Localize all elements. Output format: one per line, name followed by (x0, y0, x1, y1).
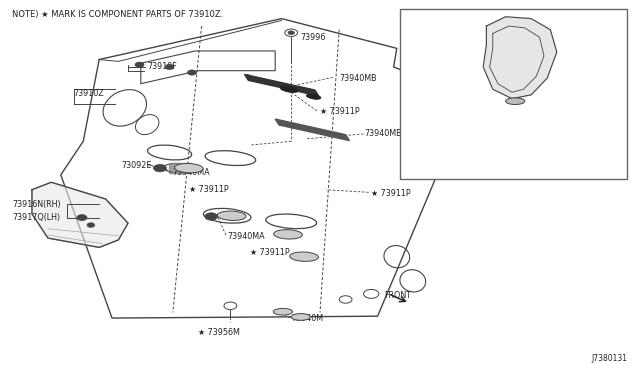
Ellipse shape (290, 252, 318, 262)
Bar (400, 9, 627, 179)
Circle shape (205, 213, 218, 220)
Text: (76914P(LH)): (76914P(LH)) (518, 45, 571, 54)
Text: 73910F: 73910F (147, 62, 177, 71)
Text: ★ 73911P: ★ 73911P (320, 107, 360, 116)
Text: J7380131: J7380131 (591, 354, 627, 363)
Ellipse shape (273, 308, 292, 315)
Circle shape (364, 289, 379, 298)
Circle shape (454, 52, 470, 61)
Text: 73940MA: 73940MA (173, 169, 211, 177)
Text: FRONT: FRONT (384, 291, 411, 300)
Circle shape (87, 223, 95, 227)
Ellipse shape (274, 230, 302, 239)
Text: 73092E: 73092E (122, 161, 152, 170)
Text: NOTE) ★ MARK IS COMPONENT PARTS OF 73910Z.: NOTE) ★ MARK IS COMPONENT PARTS OF 73910… (12, 10, 223, 19)
Text: ★ 73911P: ★ 73911P (189, 185, 228, 194)
Circle shape (457, 54, 467, 60)
Text: ★ 73956M: ★ 73956M (198, 328, 240, 337)
Circle shape (467, 61, 474, 65)
Ellipse shape (291, 314, 310, 320)
Text: 73910Z: 73910Z (74, 89, 104, 97)
Text: ★ 73911P: ★ 73911P (250, 248, 289, 257)
Ellipse shape (218, 211, 246, 221)
Text: ★ 73911P: ★ 73911P (371, 189, 411, 198)
Text: 73940MC: 73940MC (406, 115, 444, 124)
Ellipse shape (175, 163, 203, 173)
Circle shape (339, 296, 352, 303)
Text: 73940MA: 73940MA (227, 232, 265, 241)
Polygon shape (275, 119, 349, 141)
Text: 73916N(RH): 73916N(RH) (13, 200, 61, 209)
Ellipse shape (307, 94, 321, 99)
Ellipse shape (280, 86, 298, 93)
Circle shape (224, 302, 237, 310)
Polygon shape (483, 17, 557, 99)
Text: 73940MB: 73940MB (339, 74, 377, 83)
Text: 73940M: 73940M (291, 314, 323, 323)
Circle shape (77, 215, 87, 221)
Text: 73097A: 73097A (416, 62, 447, 71)
Text: 73917Q(LH): 73917Q(LH) (13, 213, 61, 222)
Polygon shape (244, 74, 319, 96)
Circle shape (188, 70, 196, 75)
Circle shape (154, 164, 166, 172)
Ellipse shape (506, 98, 525, 105)
Text: SEC.769: SEC.769 (525, 20, 558, 29)
Text: 73940MB: 73940MB (365, 129, 403, 138)
Text: (76913G(RH)): (76913G(RH)) (518, 33, 573, 42)
Circle shape (288, 31, 294, 35)
Circle shape (285, 29, 298, 36)
Circle shape (165, 64, 174, 70)
Polygon shape (32, 182, 128, 247)
Text: 73996: 73996 (301, 33, 326, 42)
Circle shape (135, 62, 144, 67)
